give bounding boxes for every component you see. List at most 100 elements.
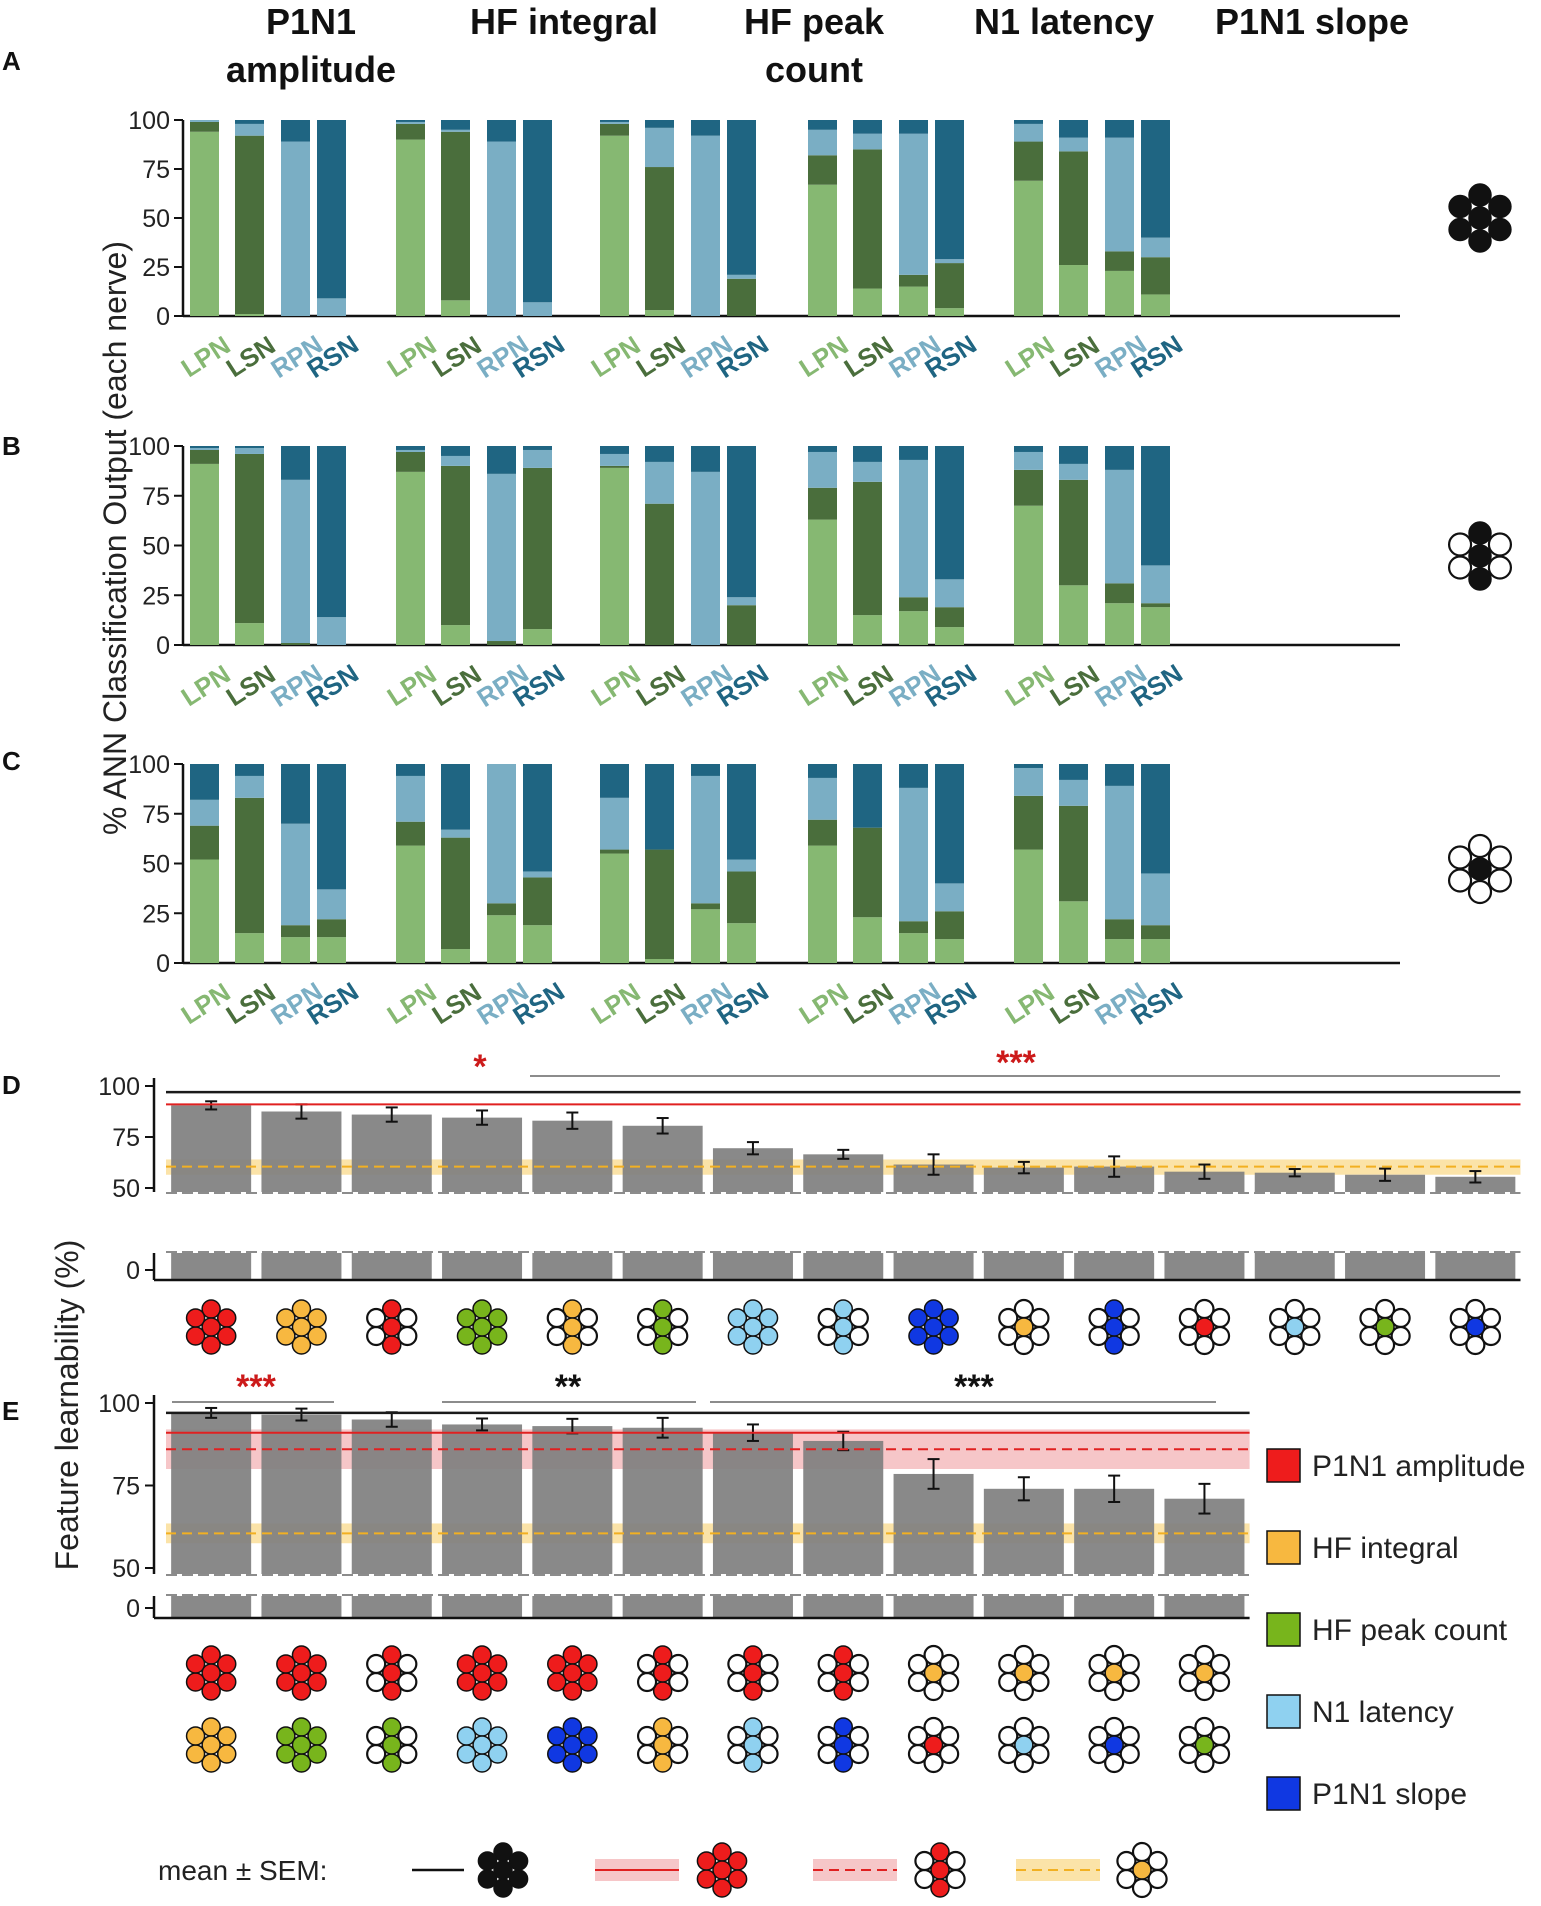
electrode-dot bbox=[907, 1725, 929, 1747]
electrode-dot bbox=[1468, 206, 1492, 230]
bar-segment-lsn bbox=[727, 871, 756, 924]
bar-segment-lsn bbox=[600, 123, 629, 136]
bar-segment-lpn bbox=[1105, 270, 1134, 316]
learnability-bar bbox=[622, 1125, 703, 1192]
bar-segment-rsn bbox=[441, 764, 470, 830]
bar-segment-rsn bbox=[645, 764, 674, 850]
electrode-config-icon-top bbox=[1088, 1644, 1140, 1702]
electrode-dot bbox=[1178, 1307, 1199, 1329]
learnability-bar bbox=[171, 1412, 252, 1574]
key-icon-red-all bbox=[696, 1842, 748, 1898]
electrode-dot bbox=[487, 1326, 508, 1346]
bar-segment-lpn bbox=[396, 845, 425, 963]
electrode-dot bbox=[487, 1744, 508, 1764]
significance-stars: *** bbox=[954, 1368, 994, 1406]
electrode-dot bbox=[291, 1317, 312, 1337]
bar-segment-rsn bbox=[808, 446, 837, 452]
bar-segment-rsn bbox=[1105, 764, 1134, 786]
feature-headers: P1N1 amplitude HF integral HF peak count… bbox=[226, 1, 1409, 90]
learnability-bar-base bbox=[1345, 1253, 1426, 1280]
bar-segment-lsn bbox=[1059, 805, 1088, 902]
bar-segment-rsn bbox=[487, 446, 516, 474]
learnability-bar bbox=[1435, 1176, 1516, 1192]
electrode-dot bbox=[562, 1735, 583, 1755]
y-tick-label: 25 bbox=[142, 900, 170, 928]
electrode-config-icon-top bbox=[1178, 1644, 1231, 1702]
electrode-config-icon-top bbox=[456, 1645, 508, 1701]
bar-segment-rpn bbox=[1014, 767, 1043, 796]
significance-stars: * bbox=[473, 1048, 487, 1086]
bar-segment-lsn bbox=[441, 837, 470, 950]
electrode-dot bbox=[1104, 1663, 1124, 1683]
bar-segment-rsn bbox=[487, 120, 516, 142]
electrode-dot bbox=[1447, 868, 1473, 893]
electrode-dot bbox=[185, 1308, 206, 1328]
bar-segment-rpn bbox=[899, 133, 928, 275]
mean-sem-key: mean ± SEM: bbox=[158, 1841, 1168, 1899]
bar-segment-rsn bbox=[600, 764, 629, 798]
electrode-dot bbox=[727, 1869, 748, 1889]
electrode-config-icon bbox=[546, 1299, 599, 1355]
electrode-dot bbox=[456, 1726, 477, 1746]
electrode-config-icon-bottom bbox=[998, 1716, 1050, 1774]
electrode-dot bbox=[307, 1326, 327, 1346]
bar-segment-lpn bbox=[600, 853, 629, 963]
electrode-dot bbox=[998, 1307, 1019, 1329]
bar-segment-lsn bbox=[281, 643, 310, 645]
electrode-dot bbox=[743, 1663, 763, 1683]
bar-segment-lpn bbox=[1059, 901, 1088, 963]
electrode-dot bbox=[1448, 217, 1472, 242]
electrode-dot bbox=[456, 1308, 477, 1328]
bar-segment-rsn bbox=[727, 120, 756, 275]
bar-segment-rsn bbox=[935, 120, 964, 260]
bar-segment-rsn bbox=[317, 446, 346, 618]
bar-segment-lpn bbox=[935, 627, 964, 645]
learnability-bar bbox=[261, 1414, 342, 1574]
electrode-dot bbox=[1209, 1743, 1231, 1765]
electrode-dot bbox=[1269, 1307, 1290, 1329]
bar-segment-rpn bbox=[808, 129, 837, 156]
bar-segment-rpn bbox=[441, 829, 470, 838]
bar-segment-lsn bbox=[523, 467, 552, 630]
electrode-dot bbox=[758, 1743, 779, 1765]
bar-segment-rpn bbox=[899, 459, 928, 598]
mean-sem-label: mean ± SEM: bbox=[158, 1855, 327, 1886]
electrode-dot bbox=[185, 1726, 206, 1746]
y-tick-label: 75 bbox=[112, 1124, 140, 1152]
electrode-dot bbox=[923, 1317, 944, 1337]
bar-segment-rpn bbox=[317, 889, 346, 920]
bar-segment-rsn bbox=[691, 764, 720, 776]
electrode-dot bbox=[1132, 1860, 1152, 1880]
y-tick-label: 100 bbox=[128, 433, 170, 461]
electrode-dot bbox=[216, 1744, 237, 1764]
bar-segment-lpn bbox=[487, 915, 516, 963]
learnability-bar bbox=[532, 1120, 613, 1192]
electrode-dot bbox=[727, 1653, 748, 1675]
electrode-dot bbox=[276, 1654, 296, 1674]
bar-segment-lsn bbox=[1105, 251, 1134, 271]
electrode-dot bbox=[1209, 1325, 1231, 1347]
electrode-dot bbox=[1029, 1325, 1050, 1347]
bar-segment-rpn bbox=[523, 302, 552, 316]
electrode-dot bbox=[1119, 1325, 1140, 1347]
electrode-dot bbox=[1116, 1850, 1137, 1872]
electrode-config-icon bbox=[1448, 183, 1512, 253]
electrode-dot bbox=[1468, 567, 1492, 591]
bar-segment-rpn bbox=[281, 479, 310, 644]
electrode-dot bbox=[382, 1663, 402, 1683]
header-p1n1-amplitude-line1: P1N1 bbox=[266, 1, 356, 42]
learnability-bar-base bbox=[1164, 1596, 1245, 1618]
bar-segment-lpn bbox=[600, 135, 629, 316]
bar-segment-lsn bbox=[317, 919, 346, 938]
bar-segment-rsn bbox=[1014, 446, 1043, 452]
learnability-bar bbox=[442, 1424, 523, 1574]
learnability-bar bbox=[1254, 1172, 1335, 1192]
learnability-bar-base bbox=[351, 1596, 432, 1618]
bar-segment-rsn bbox=[523, 120, 552, 303]
bar-segment-rsn bbox=[1014, 764, 1043, 768]
header-hf-peak-count-line1: HF peak bbox=[744, 1, 885, 42]
electrode-config-icon bbox=[1449, 1298, 1502, 1356]
bar-segment-lsn bbox=[396, 123, 425, 140]
electrode-dot bbox=[758, 1326, 779, 1346]
bar-segment-lpn bbox=[190, 463, 219, 645]
